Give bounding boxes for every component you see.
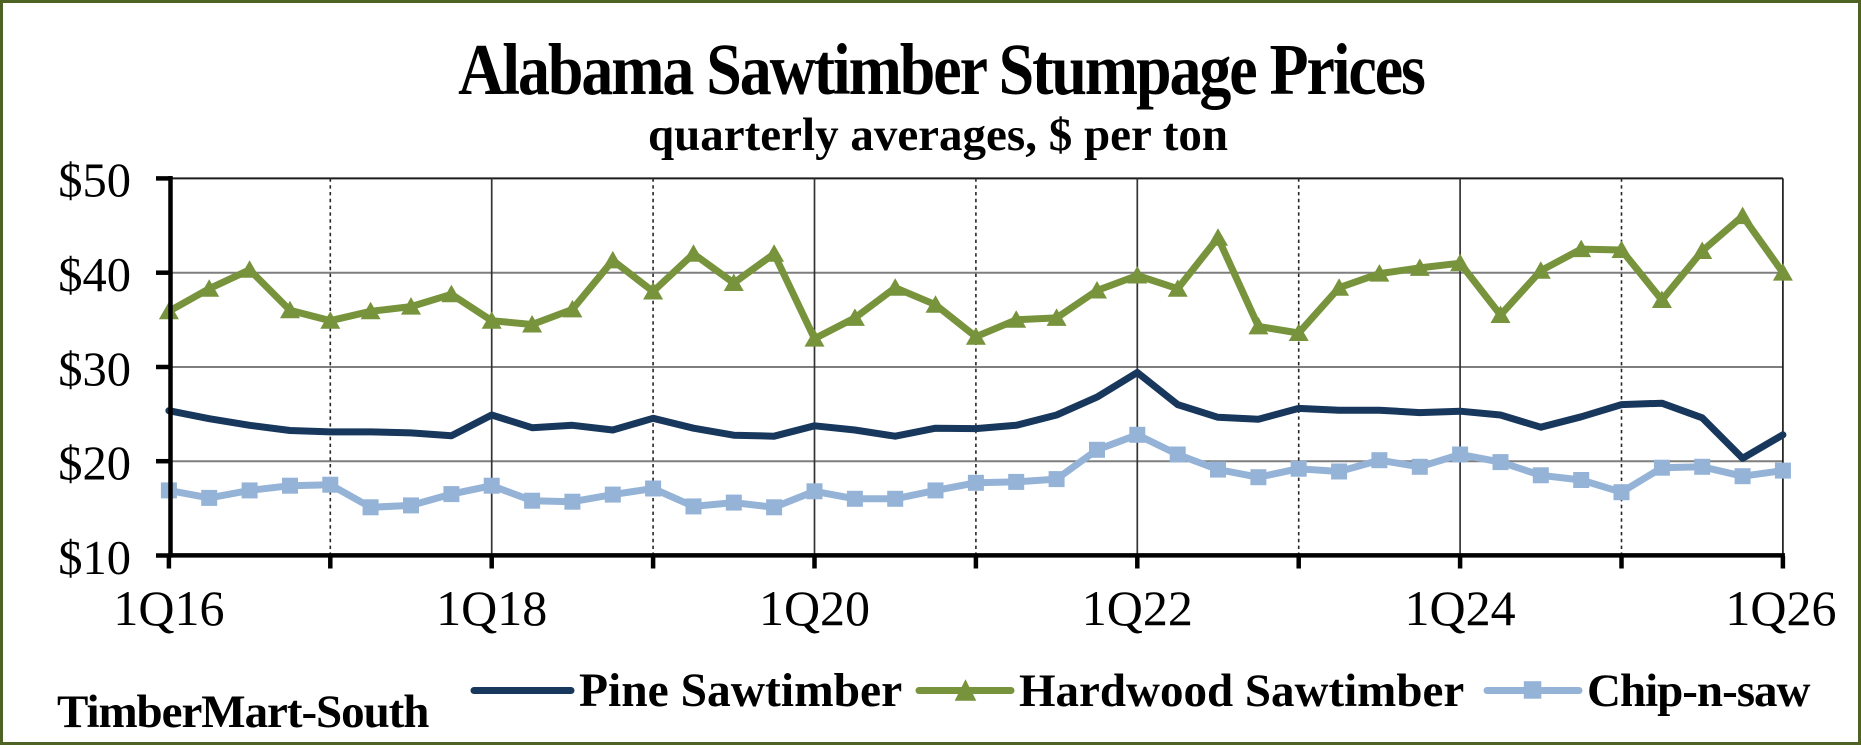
svg-text:TimberMart-South: TimberMart-South <box>57 686 429 738</box>
svg-text:Chip-n-saw: Chip-n-saw <box>1587 665 1811 717</box>
svg-text:1Q22: 1Q22 <box>1082 580 1193 636</box>
svg-text:Pine Sawtimber: Pine Sawtimber <box>579 665 902 717</box>
svg-text:1Q16: 1Q16 <box>113 580 224 636</box>
svg-text:$40: $40 <box>58 249 131 302</box>
svg-text:Alabama Sawtimber Stumpage Pri: Alabama Sawtimber Stumpage Prices <box>458 29 1425 110</box>
svg-text:quarterly averages, $ per ton: quarterly averages, $ per ton <box>648 109 1228 161</box>
svg-text:$10: $10 <box>58 532 131 585</box>
svg-text:$30: $30 <box>58 343 131 396</box>
svg-text:$50: $50 <box>58 155 131 208</box>
svg-text:1Q24: 1Q24 <box>1405 580 1516 636</box>
svg-text:1Q18: 1Q18 <box>436 580 547 636</box>
svg-text:1Q20: 1Q20 <box>759 580 870 636</box>
svg-text:$20: $20 <box>58 438 131 491</box>
svg-text:1Q26: 1Q26 <box>1725 580 1836 636</box>
svg-text:Hardwood Sawtimber: Hardwood Sawtimber <box>1019 665 1464 717</box>
